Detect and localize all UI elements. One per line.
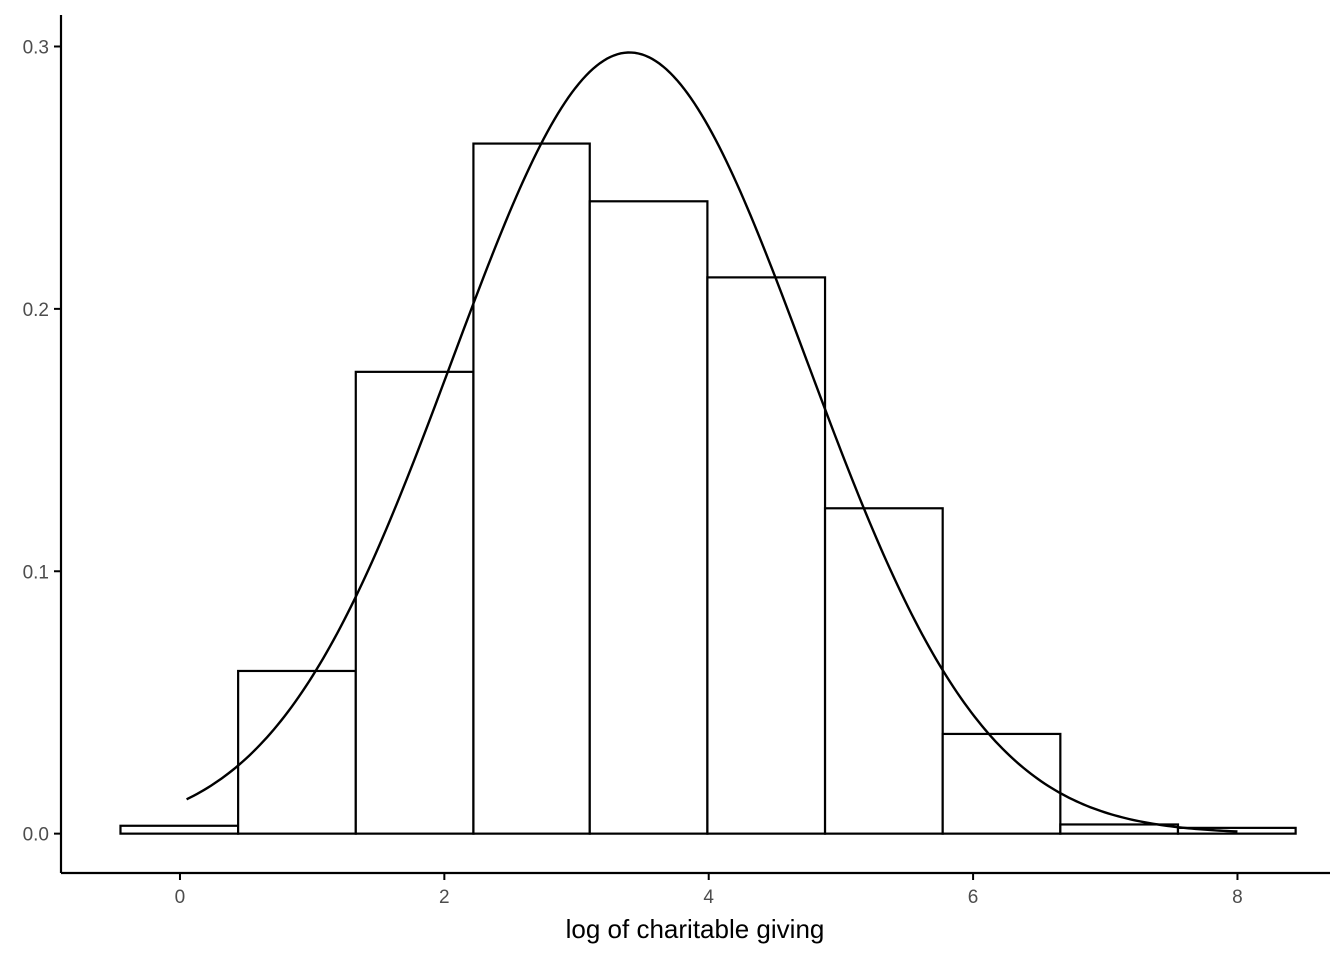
x-tick-label-6: 6 xyxy=(968,887,979,908)
x-tick-label-0: 0 xyxy=(175,887,186,908)
x-tick-label-8: 8 xyxy=(1232,887,1243,908)
histogram-bar-3 xyxy=(354,370,475,835)
histogram-bar-8 xyxy=(941,732,1062,835)
x-tick-label-2: 2 xyxy=(439,887,450,908)
y-tick-label-0.2: 0.2 xyxy=(23,300,49,321)
y-ticks-layer: 0.0 0.1 0.2 0.3 xyxy=(23,37,61,846)
histogram-bar-1 xyxy=(119,824,240,835)
histogram-bar-6 xyxy=(706,276,827,835)
x-tick-label-4: 4 xyxy=(703,887,714,908)
y-tick-label-0.3: 0.3 xyxy=(23,37,49,58)
histogram-bar-7 xyxy=(823,507,944,835)
y-tick-label-0.1: 0.1 xyxy=(23,562,49,583)
histogram-bar-2 xyxy=(237,669,357,835)
bars-layer xyxy=(119,142,1297,835)
axes-layer xyxy=(59,15,1330,875)
x-ticks-layer: 0 2 4 6 8 xyxy=(175,873,1243,908)
y-tick-label-0.0: 0.0 xyxy=(23,825,49,846)
density-curve xyxy=(186,51,1238,833)
x-axis-title: log of charitable giving xyxy=(566,914,825,944)
histogram-bar-4 xyxy=(472,142,591,835)
histogram-bar-5 xyxy=(588,200,709,835)
curve-layer xyxy=(186,51,1238,833)
